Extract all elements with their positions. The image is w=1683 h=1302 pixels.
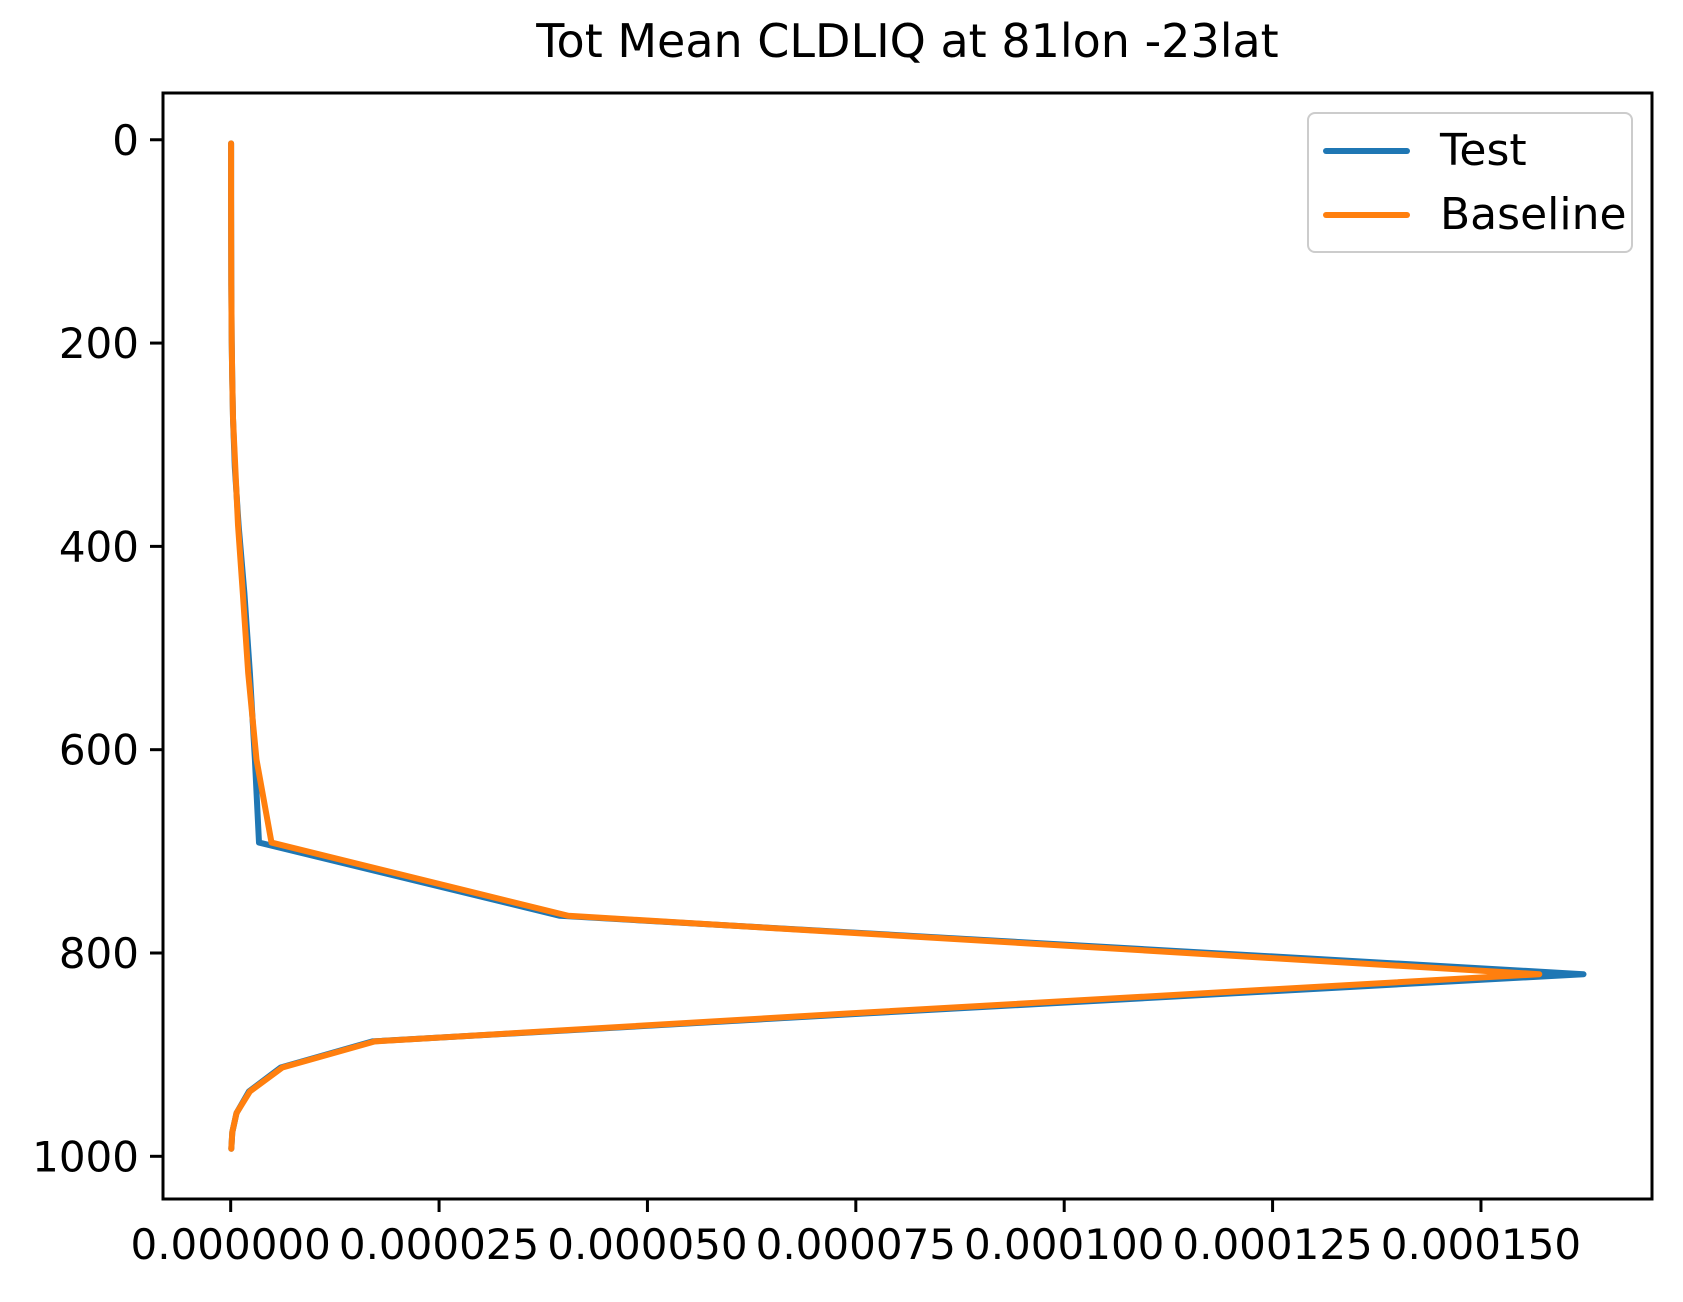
legend-entry-baseline: Baseline (1323, 183, 1631, 247)
y-tick-label: 400 (59, 522, 139, 571)
x-tick-label: 0.000025 (339, 1220, 539, 1269)
y-tick-label: 0 (112, 116, 139, 165)
y-tick-label: 600 (59, 726, 139, 775)
chart-title: Tot Mean CLDLIQ at 81lon -23lat (536, 14, 1279, 68)
plot-border (161, 91, 1654, 1201)
baseline-line (228, 140, 1543, 1152)
x-tick-label: 0.000000 (130, 1220, 330, 1269)
legend-label-baseline: Baseline (1440, 189, 1627, 240)
x-tick-label: 0.000100 (964, 1220, 1164, 1269)
test-line-swatch-icon (1323, 147, 1410, 154)
y-tick-label: 800 (59, 929, 139, 978)
baseline-line-swatch-icon (1323, 211, 1410, 218)
x-tick-label: 0.000125 (1172, 1220, 1372, 1269)
x-tick-label: 0.000075 (756, 1220, 956, 1269)
x-tick-label: 0.000050 (547, 1220, 747, 1269)
legend-box: Test Baseline (1307, 112, 1633, 253)
y-tick-label: 1000 (32, 1132, 139, 1181)
legend-entry-test: Test (1323, 119, 1631, 183)
legend-label-test: Test (1440, 125, 1527, 176)
y-tick-label: 200 (59, 319, 139, 368)
test-line (228, 140, 1587, 1152)
x-tick-label: 0.000150 (1381, 1220, 1581, 1269)
